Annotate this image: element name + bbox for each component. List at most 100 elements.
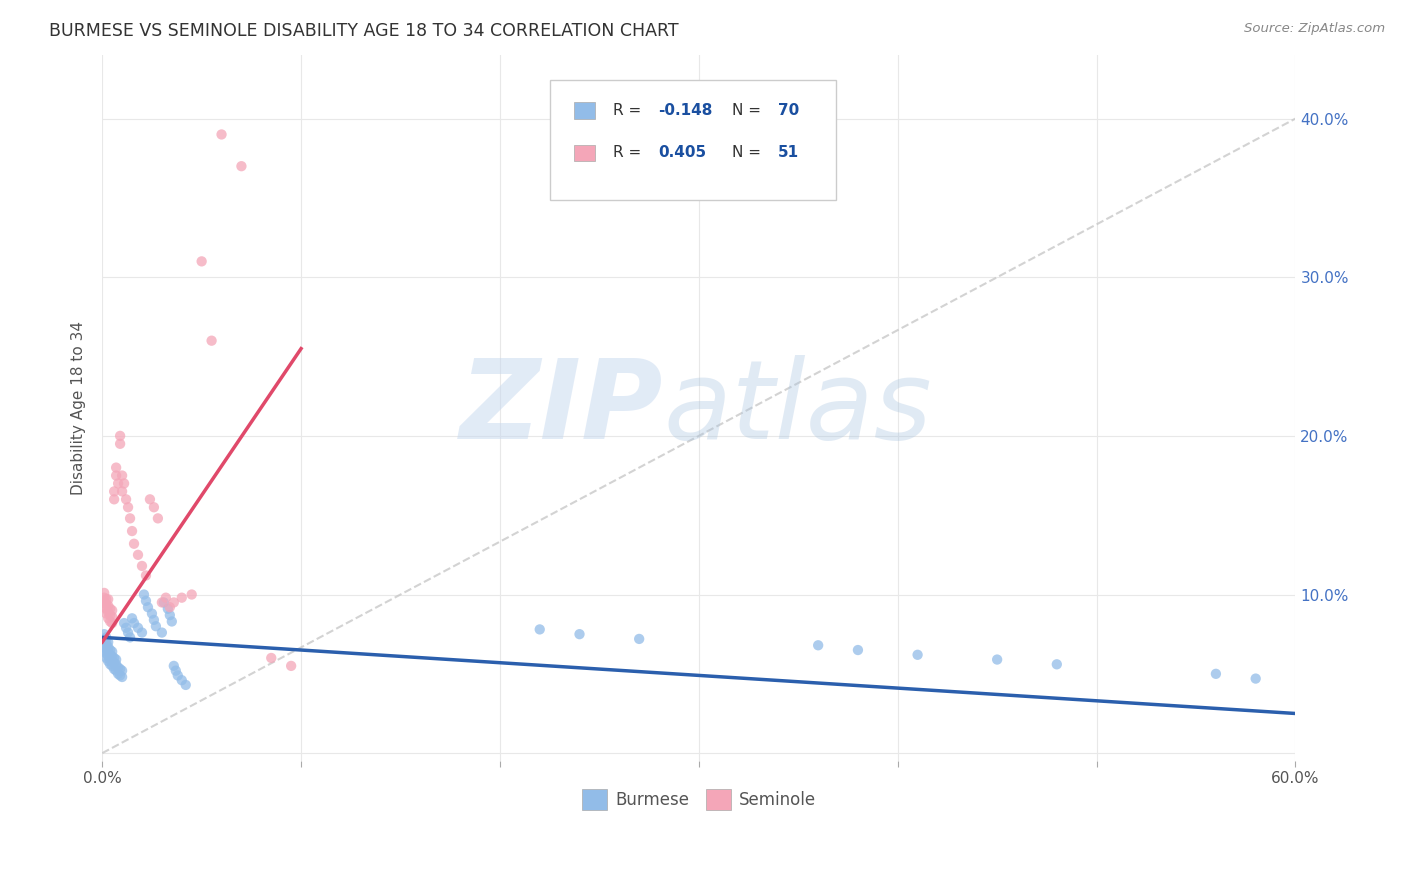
- Point: [141, 607, 163, 621]
- Point: [101, 659, 124, 673]
- Text: R =: R =: [613, 103, 645, 118]
- Point: [101, 654, 124, 668]
- Point: [98, 643, 121, 657]
- Point: [135, 568, 157, 582]
- Point: [101, 603, 124, 617]
- Point: [153, 595, 176, 609]
- Point: [96, 651, 118, 665]
- Point: [108, 429, 131, 443]
- Point: [115, 492, 138, 507]
- Point: [105, 664, 128, 678]
- Point: [107, 666, 129, 681]
- Point: [180, 587, 202, 601]
- Point: [96, 601, 118, 615]
- Point: [105, 460, 128, 475]
- Point: [96, 631, 118, 645]
- Point: [166, 668, 188, 682]
- Point: [190, 254, 212, 268]
- Point: [122, 537, 145, 551]
- Point: [93, 586, 115, 600]
- Text: -0.148: -0.148: [658, 103, 713, 118]
- Point: [108, 668, 131, 682]
- Point: [108, 437, 131, 451]
- Point: [97, 611, 120, 625]
- Text: N =: N =: [733, 103, 766, 118]
- Point: [115, 621, 138, 635]
- Point: [156, 601, 179, 615]
- Point: [93, 632, 115, 646]
- Point: [107, 660, 129, 674]
- Point: [160, 615, 183, 629]
- FancyBboxPatch shape: [574, 145, 595, 161]
- Point: [97, 645, 120, 659]
- Point: [135, 594, 157, 608]
- Point: [131, 625, 153, 640]
- Point: [103, 662, 125, 676]
- Point: [1244, 672, 1267, 686]
- Point: [101, 649, 124, 664]
- Point: [136, 600, 159, 615]
- Point: [986, 652, 1008, 666]
- Point: [260, 651, 283, 665]
- Point: [97, 599, 120, 613]
- Point: [117, 500, 139, 515]
- Point: [211, 128, 233, 142]
- Point: [105, 652, 128, 666]
- Point: [103, 492, 125, 507]
- Point: [96, 597, 118, 611]
- Text: ZIP: ZIP: [460, 355, 664, 461]
- Point: [93, 643, 115, 657]
- Point: [96, 635, 118, 649]
- Point: [1205, 666, 1227, 681]
- Point: [145, 619, 167, 633]
- Point: [105, 468, 128, 483]
- FancyBboxPatch shape: [574, 103, 595, 119]
- Point: [93, 638, 115, 652]
- Point: [101, 609, 124, 624]
- Point: [97, 605, 120, 619]
- Y-axis label: Disability Age 18 to 34: Disability Age 18 to 34: [72, 321, 86, 495]
- Point: [170, 591, 193, 605]
- Point: [108, 662, 131, 676]
- Point: [103, 651, 125, 665]
- Point: [159, 600, 181, 615]
- Point: [280, 659, 302, 673]
- Point: [121, 611, 143, 625]
- Point: [96, 592, 118, 607]
- Point: [98, 615, 121, 629]
- Point: [111, 664, 134, 678]
- Point: [117, 625, 139, 640]
- Point: [146, 511, 169, 525]
- Point: [93, 595, 115, 609]
- Point: [807, 638, 830, 652]
- Point: [150, 625, 173, 640]
- Point: [1046, 657, 1069, 672]
- Point: [127, 621, 149, 635]
- Point: [105, 657, 128, 672]
- Point: [568, 627, 591, 641]
- Point: [231, 159, 253, 173]
- Point: [150, 595, 173, 609]
- Point: [93, 600, 115, 615]
- Point: [155, 591, 177, 605]
- Point: [93, 635, 115, 649]
- Point: [103, 656, 125, 670]
- Point: [97, 654, 120, 668]
- Point: [165, 664, 187, 678]
- Point: [97, 592, 120, 607]
- Point: [118, 631, 141, 645]
- Point: [107, 476, 129, 491]
- Point: [97, 640, 120, 654]
- Point: [121, 524, 143, 538]
- Text: Source: ZipAtlas.com: Source: ZipAtlas.com: [1244, 22, 1385, 36]
- Point: [96, 646, 118, 660]
- FancyBboxPatch shape: [550, 80, 837, 200]
- Point: [96, 607, 118, 621]
- Text: R =: R =: [613, 145, 645, 160]
- Point: [111, 670, 134, 684]
- Text: N =: N =: [733, 145, 766, 160]
- Point: [111, 468, 134, 483]
- Point: [111, 484, 134, 499]
- Point: [170, 673, 193, 688]
- Point: [200, 334, 222, 348]
